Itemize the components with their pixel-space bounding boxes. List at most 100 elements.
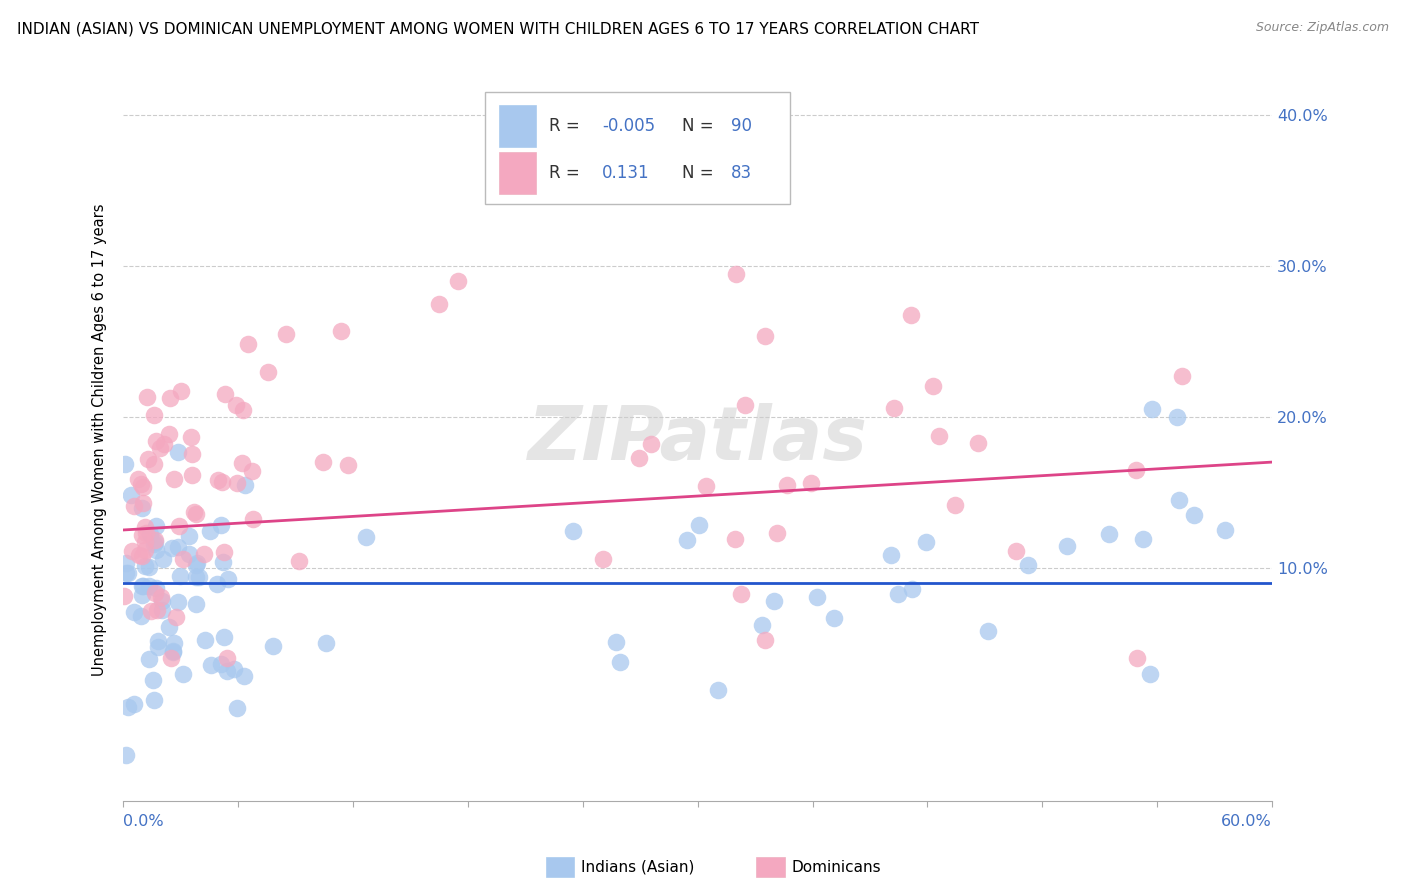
Point xyxy=(215,651,238,665)
Text: 60.0%: 60.0% xyxy=(1222,814,1272,829)
Point xyxy=(180,447,202,461)
Point xyxy=(157,426,180,441)
Point xyxy=(142,673,165,687)
Point xyxy=(212,555,235,569)
Point xyxy=(880,548,903,562)
Point xyxy=(127,473,149,487)
Point xyxy=(143,537,166,551)
Point xyxy=(800,476,823,491)
Y-axis label: Unemployment Among Women with Children Ages 6 to 17 years: Unemployment Among Women with Children A… xyxy=(93,203,107,676)
Point xyxy=(226,475,249,490)
Point xyxy=(145,519,167,533)
Point xyxy=(139,527,162,541)
Point xyxy=(138,579,160,593)
Text: ZIPatlas: ZIPatlas xyxy=(527,403,868,476)
Point xyxy=(120,488,142,502)
Point xyxy=(887,587,910,601)
Point xyxy=(1167,492,1189,507)
Point xyxy=(1098,527,1121,541)
Point xyxy=(128,548,150,562)
Point xyxy=(236,337,259,351)
Point xyxy=(915,535,938,549)
Point xyxy=(142,693,165,707)
Point xyxy=(776,477,799,491)
Point xyxy=(1182,508,1205,522)
Point xyxy=(609,655,631,669)
Point xyxy=(824,611,846,625)
Point xyxy=(122,499,145,513)
Point xyxy=(145,434,167,449)
Point xyxy=(148,441,170,455)
Point xyxy=(209,518,232,533)
Point xyxy=(225,701,247,715)
Point xyxy=(138,559,160,574)
Point xyxy=(724,533,747,547)
Point xyxy=(143,533,166,547)
Point xyxy=(166,540,188,554)
Point xyxy=(1140,402,1163,417)
Point xyxy=(136,452,159,467)
Point xyxy=(180,468,202,483)
Point xyxy=(143,457,166,471)
Point xyxy=(1005,544,1028,558)
Point xyxy=(177,548,200,562)
Point xyxy=(131,579,153,593)
Point xyxy=(257,365,280,379)
Point xyxy=(225,398,247,412)
Point xyxy=(209,657,232,672)
Point xyxy=(193,547,215,561)
Point xyxy=(928,429,950,443)
Point xyxy=(337,458,360,472)
Point xyxy=(180,430,202,444)
Text: R =: R = xyxy=(550,164,585,182)
Point xyxy=(135,525,157,540)
Point xyxy=(186,556,208,570)
Point xyxy=(900,308,922,322)
Point xyxy=(117,566,139,580)
Point xyxy=(943,498,966,512)
Point xyxy=(169,519,191,533)
Point xyxy=(1017,558,1039,572)
Point xyxy=(112,589,135,603)
Point xyxy=(141,604,163,618)
Text: Source: ZipAtlas.com: Source: ZipAtlas.com xyxy=(1256,21,1389,35)
Point xyxy=(159,391,181,405)
Point xyxy=(184,570,207,584)
Point xyxy=(1213,523,1236,537)
Point xyxy=(153,437,176,451)
Point xyxy=(131,588,153,602)
Text: -0.005: -0.005 xyxy=(602,117,655,135)
Point xyxy=(146,640,169,654)
Point xyxy=(214,545,236,559)
Point xyxy=(763,593,786,607)
Point xyxy=(136,390,159,404)
Point xyxy=(1125,463,1147,477)
Text: N =: N = xyxy=(682,164,718,182)
Point xyxy=(1056,539,1078,553)
Point xyxy=(143,535,166,549)
Point xyxy=(232,668,254,682)
Point xyxy=(187,570,209,584)
Point xyxy=(169,384,191,398)
FancyBboxPatch shape xyxy=(499,104,536,146)
Point xyxy=(706,682,728,697)
Point xyxy=(131,549,153,563)
Point xyxy=(754,632,776,647)
Point xyxy=(1126,651,1149,665)
Point xyxy=(315,635,337,649)
Point xyxy=(132,480,155,494)
Point xyxy=(427,296,450,310)
Text: INDIAN (ASIAN) VS DOMINICAN UNEMPLOYMENT AMONG WOMEN WITH CHILDREN AGES 6 TO 17 : INDIAN (ASIAN) VS DOMINICAN UNEMPLOYMENT… xyxy=(17,21,979,37)
Point xyxy=(145,543,167,558)
Point xyxy=(172,551,194,566)
Point xyxy=(628,450,651,465)
Point xyxy=(162,645,184,659)
Point xyxy=(354,530,377,544)
Point xyxy=(806,590,828,604)
Point xyxy=(150,594,173,608)
Point xyxy=(145,582,167,596)
Point xyxy=(242,511,264,525)
Point xyxy=(167,595,190,609)
Point xyxy=(138,652,160,666)
FancyBboxPatch shape xyxy=(485,92,790,204)
